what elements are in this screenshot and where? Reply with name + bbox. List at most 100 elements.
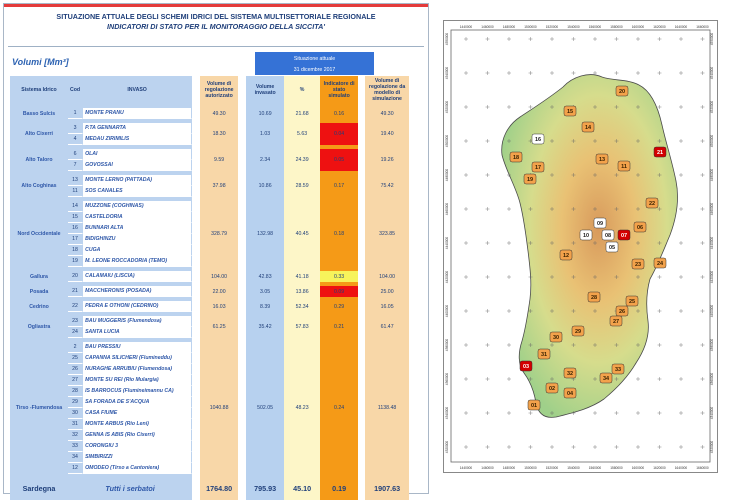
grid-tick	[614, 71, 619, 75]
grid-tick	[614, 173, 619, 177]
grid-tick	[679, 71, 683, 75]
marker-code: 33	[615, 367, 621, 373]
lat-label: 4550000	[710, 33, 714, 46]
indicator-value: 0.04	[320, 123, 359, 145]
grid-tick	[593, 309, 597, 313]
grid-tick	[464, 241, 468, 245]
lat-label: 4440000	[445, 237, 449, 250]
grid-tick	[485, 411, 490, 415]
grid-tick	[614, 343, 619, 347]
marker-box	[523, 173, 537, 185]
reservoir-marker: 32	[563, 367, 577, 379]
marker-code: 29	[575, 329, 581, 335]
system-name: Basso Sulcis	[10, 108, 68, 119]
lat-label: 4420000	[445, 271, 449, 284]
marker-code: 28	[591, 295, 597, 301]
reservoir-code: 19	[68, 256, 83, 267]
grid-tick	[507, 275, 511, 279]
reservoir-name: MONTE SU REI (Rio Mulargia)	[82, 375, 193, 386]
reservoir-name: IS BARROCUS (Flumineimannu CA)	[82, 386, 193, 397]
date-box-line1: Situazione attuale	[293, 56, 336, 62]
total-reg-mod: 1907.63	[365, 478, 410, 500]
lon-label-bottom: 1500000	[524, 466, 537, 470]
marker-code: 15	[567, 109, 573, 115]
grid-tick	[593, 275, 597, 279]
grid-tick	[700, 37, 705, 41]
map-grid	[464, 37, 705, 449]
marker-code: 13	[599, 157, 605, 163]
top-rule	[4, 4, 428, 7]
units-label: Volumi [Mm³]	[12, 57, 69, 67]
reservoir-code: 28	[68, 386, 83, 397]
marker-box	[631, 258, 645, 270]
table-row: Posada 21 MACCHERONIS (POSADA) 22.00 3.05 13.…	[10, 286, 410, 297]
grid-tick	[571, 37, 576, 41]
grid-tick	[614, 139, 619, 143]
marker-code: 08	[605, 233, 611, 239]
grid-tick	[571, 173, 576, 177]
reservoir-code: 34	[68, 452, 83, 463]
lon-label-top: 1640000	[675, 25, 688, 29]
grid-tick	[657, 411, 662, 415]
grid-tick	[614, 105, 619, 109]
table-row: 19 M. LEONE ROCCADORIA (TEMO)	[10, 256, 409, 267]
grid-tick	[700, 241, 705, 245]
marker-box	[563, 105, 577, 117]
reservoir-code: 30	[68, 408, 83, 419]
reservoir-name: BAU MUGGERIS (Flumendosa)	[82, 316, 193, 327]
system-name: Tirso -Flumendosa	[10, 342, 68, 474]
reservoir-name: P.TA GENNARTA	[82, 123, 193, 134]
reservoir-name: PEDRA E OTHONI (CEDRINO)	[82, 301, 193, 312]
indicator-value: 0.17	[320, 175, 359, 197]
table-row: 24 SANTA LUCIA	[10, 327, 409, 338]
col-indicatore: Indicatore di stato simulato	[320, 76, 359, 104]
marker-code: 25	[629, 299, 635, 305]
marker-code: 24	[657, 261, 664, 267]
total-pct: 45.10	[284, 478, 321, 500]
reservoir-code: 11	[68, 186, 83, 197]
reservoir-code: 22	[68, 301, 83, 312]
grid-tick	[593, 71, 597, 75]
reservoir-marker: 06	[633, 221, 647, 233]
reservoir-name: BUNNARI ALTA	[82, 223, 193, 234]
reservoir-code: 12	[68, 463, 83, 474]
grid-tick	[485, 105, 490, 109]
reservoir-code: 16	[68, 223, 83, 234]
grid-tick	[464, 343, 468, 347]
lat-label: 4440000	[710, 237, 714, 250]
system-name: Alto Taloro	[10, 149, 68, 171]
grid-tick	[464, 275, 468, 279]
grid-tick	[593, 139, 597, 143]
lon-label-bottom: 1520000	[546, 466, 559, 470]
marker-box	[653, 257, 667, 269]
marker-code: 17	[535, 165, 541, 171]
lat-label: 4420000	[710, 271, 714, 284]
reservoir-marker: 14	[581, 121, 595, 133]
grid-tick	[528, 105, 533, 109]
grid-tick	[464, 207, 468, 211]
invasato-value: 8.39	[246, 301, 285, 312]
total-region: Sardegna	[10, 478, 68, 500]
reservoir-name: CASTELDORIA	[82, 212, 193, 223]
grid-tick	[636, 173, 640, 177]
grid-tick	[593, 343, 597, 347]
system-name: Ogliastra	[10, 316, 68, 338]
reservoir-code: 32	[68, 430, 83, 441]
marker-box	[519, 360, 533, 372]
invasato-value: 35.42	[246, 316, 285, 338]
reg-mod-value: 25.00	[365, 286, 410, 297]
marker-box	[633, 221, 647, 233]
marker-box	[531, 133, 545, 145]
grid-tick	[485, 377, 490, 381]
grid-tick	[528, 37, 533, 41]
grid-tick	[700, 411, 705, 415]
reservoir-name: BIDIGHINZU	[82, 234, 193, 245]
grid-tick	[593, 241, 597, 245]
grid-tick	[657, 105, 662, 109]
indicator-value: 0.24	[320, 342, 359, 474]
reservoir-name: M. LEONE ROCCADORIA (TEMO)	[82, 256, 193, 267]
lon-label-top: 1660000	[696, 25, 709, 29]
table-row: 12 OMODEO (Tirso a Cantoniera)	[10, 463, 409, 474]
grid-tick	[464, 411, 468, 415]
reg-aut-value: 104.00	[200, 271, 239, 282]
